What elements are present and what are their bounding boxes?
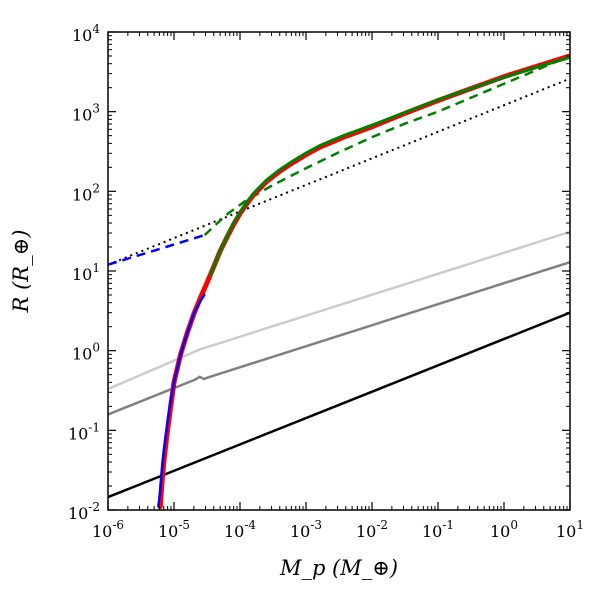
y-tick-label: 10-1 [68,420,100,443]
y-tick-label: 104 [72,22,100,45]
y-tick-label: 103 [72,102,100,125]
y-tick-label: 100 [72,341,100,364]
x-tick-label: 10-2 [356,518,388,541]
x-tick-label: 10-6 [92,518,124,541]
y-tick-label: 10-2 [68,500,100,523]
plot-frame [107,31,571,511]
series-layer [108,53,570,510]
series-line-1 [108,311,570,499]
x-tick-label: 100 [490,518,518,541]
series-line-5 [108,233,205,266]
y-tick-label: 101 [72,261,100,284]
x-tick-label: 10-4 [224,518,256,541]
x-tick-label: 101 [556,518,584,541]
series-line-8 [157,293,206,508]
y-tick-label: 102 [72,181,100,204]
x-tick-label: 10-3 [290,518,322,541]
ticks-layer [107,31,571,511]
series-line-9 [209,55,570,277]
x-tick-label: 10-5 [158,518,190,541]
x-axis-label: M_p (M_⊕) [279,556,398,580]
x-tick-label: 10-1 [422,518,454,541]
series-line-3 [108,230,570,391]
series-line-6 [203,54,570,237]
series-line-4 [108,77,570,266]
y-axis-label: R (R_⊕) [9,230,33,314]
series-line-2 [108,260,570,416]
labels-layer: 10-6 10-5 10-4 10-3 10-2 10-1 100 101 10-2 10-1 10… [68,22,584,541]
